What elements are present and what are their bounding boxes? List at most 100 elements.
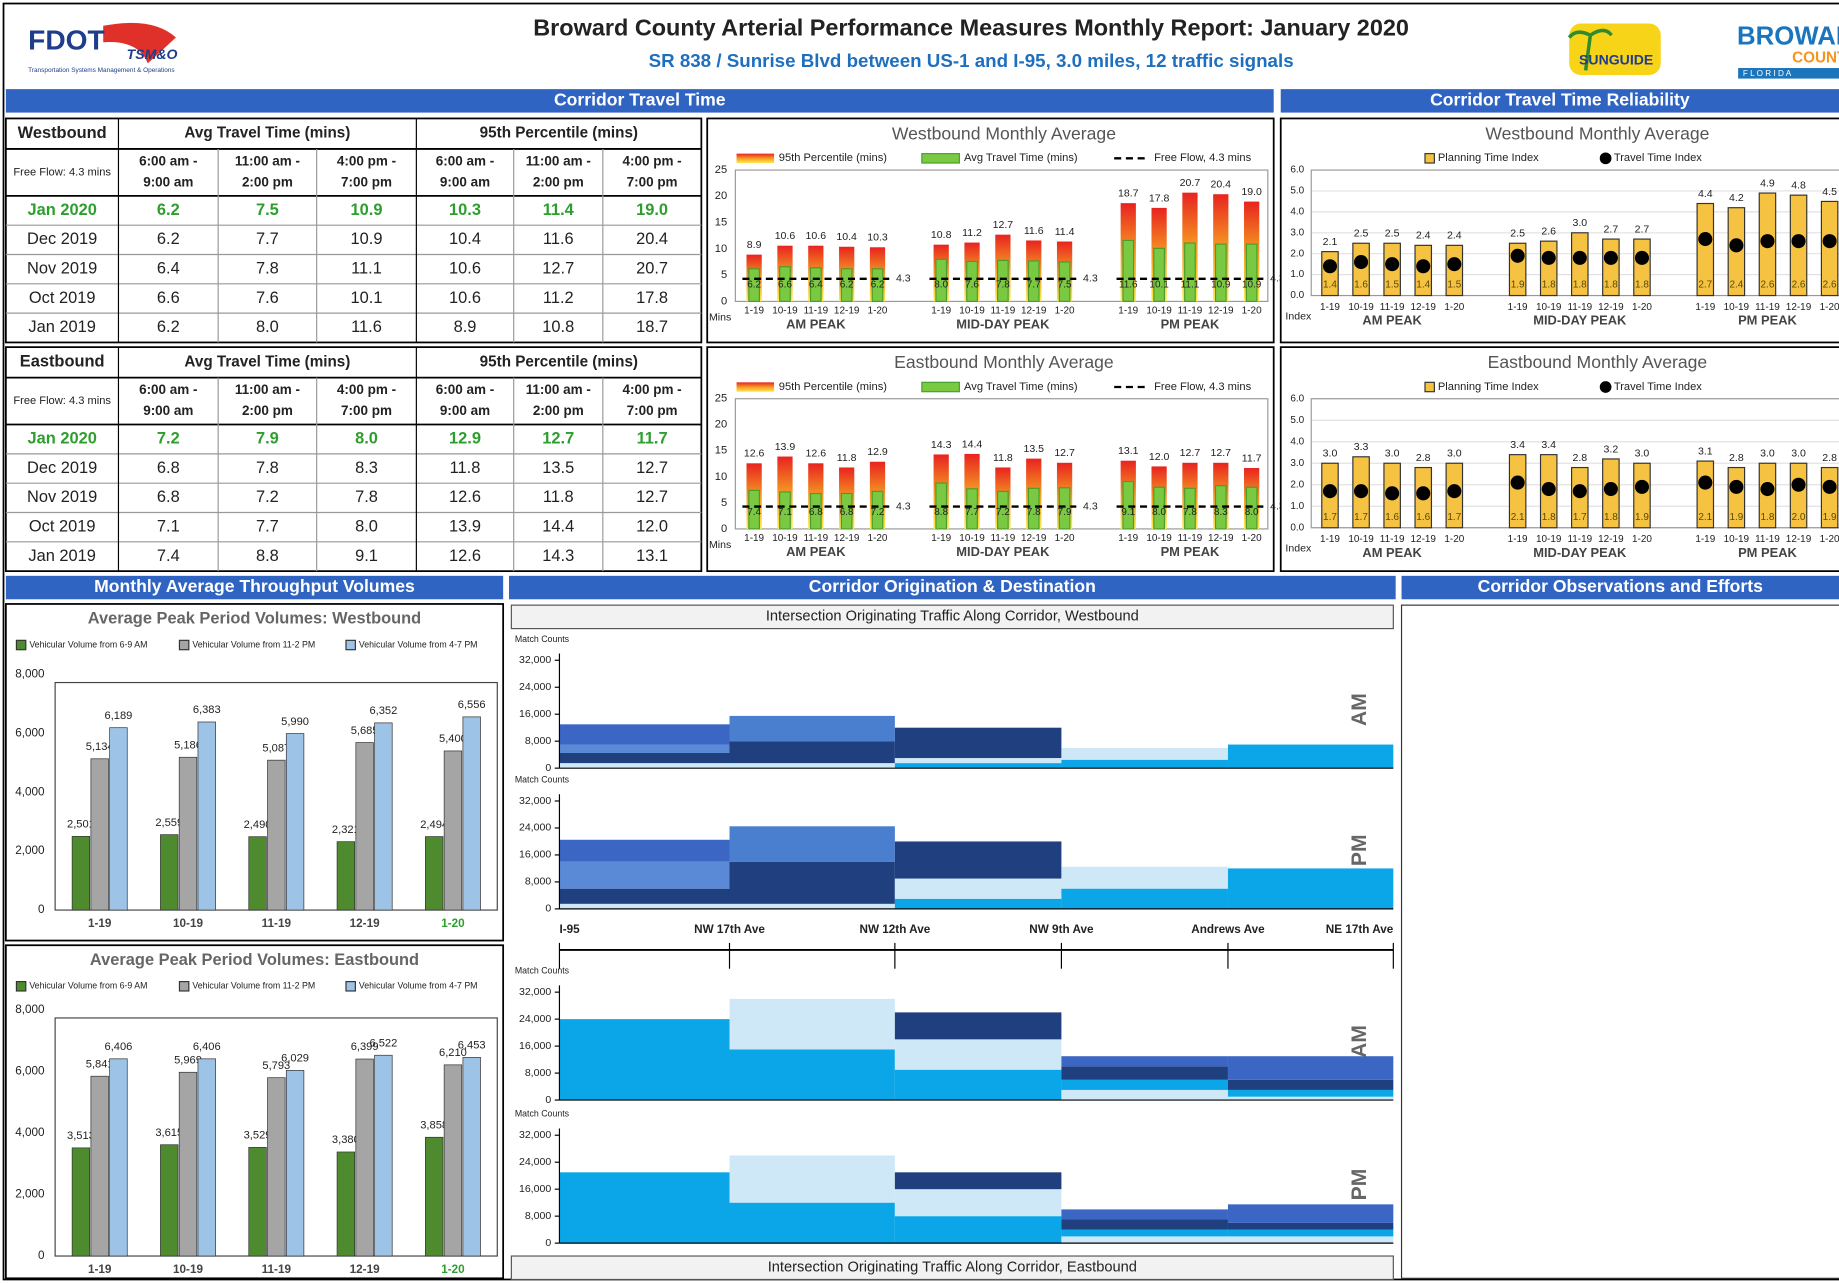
- value-label: 10.3: [867, 232, 888, 244]
- table-cell: 11.8: [543, 488, 574, 506]
- table-cell: 10.3: [449, 201, 481, 219]
- x-tick-label: 1-19: [1695, 534, 1715, 545]
- table-row-label: Dec 2019: [27, 230, 97, 248]
- y-tick-label: 16,000: [519, 849, 551, 861]
- x-tick-label: 1-20: [1632, 534, 1652, 545]
- axis-title: Match Counts: [515, 775, 570, 785]
- section-bar: [5, 575, 504, 600]
- table-period: 2:00 pm: [242, 175, 293, 190]
- od-block: [559, 888, 730, 904]
- legend-label: Avg Travel Time (mins): [964, 152, 1078, 164]
- axis-title: Match Counts: [515, 1109, 570, 1119]
- table-cell: 9.1: [355, 547, 378, 565]
- table-cell: 20.4: [636, 230, 668, 248]
- table-period: 2:00 pm: [533, 175, 584, 190]
- value-label: 1.4: [1323, 280, 1337, 291]
- section-bar: [1280, 89, 1839, 113]
- table-period: 2:00 pm: [242, 403, 293, 418]
- value-label: 3.4: [1541, 439, 1556, 451]
- group-label: AM PEAK: [1362, 313, 1422, 328]
- table-cell: 8.0: [355, 517, 378, 535]
- bar-avg: [1058, 261, 1071, 302]
- value-label: 6,383: [193, 704, 221, 716]
- dot-tti: [1416, 259, 1431, 274]
- legend-swatch: [345, 981, 356, 992]
- value-label: 2,494: [420, 819, 448, 831]
- od-block: [894, 1069, 1062, 1101]
- table-cell: 12.7: [636, 459, 668, 477]
- y-tick-label: 8,000: [525, 735, 552, 747]
- value-label: 1.5: [1447, 280, 1461, 291]
- fdot-logo: FDOT: [28, 25, 105, 56]
- y-tick-label: 16,000: [519, 1040, 551, 1052]
- value-label: 1.9: [1823, 512, 1837, 523]
- section-title: Corridor Origination & Destination: [809, 576, 1096, 596]
- y-tick-label: 24,000: [519, 681, 551, 693]
- table-cell: 10.9: [351, 230, 383, 248]
- od-block: [1227, 1204, 1394, 1223]
- group-label: MID-DAY PEAK: [1533, 313, 1627, 328]
- x-tick-label: 12-19: [350, 917, 380, 930]
- value-label: 9.1: [1121, 507, 1135, 518]
- table-cell: 13.9: [449, 517, 481, 535]
- y-tick-label: 8,000: [15, 1003, 45, 1016]
- bar-avg: [1153, 247, 1165, 302]
- dot-tti: [1572, 484, 1587, 499]
- legend-label: Free Flow, 4.3 mins: [1154, 152, 1252, 164]
- od-block: [1227, 1222, 1394, 1230]
- table-cell: 7.2: [157, 430, 180, 448]
- value-label: 1.8: [1761, 512, 1775, 523]
- dot-tti: [1698, 232, 1713, 247]
- y-tick-label: 10: [715, 243, 727, 255]
- table-cell: 8.0: [355, 430, 378, 448]
- bar: [160, 1144, 179, 1257]
- od-block: [1227, 1229, 1394, 1237]
- od-block: [559, 724, 730, 745]
- dot-tti: [1510, 475, 1525, 490]
- od-block: [1061, 1066, 1228, 1080]
- x-tick-label: 12-19: [1410, 534, 1436, 545]
- value-label: 7.4: [747, 507, 761, 518]
- y-tick-label: 32,000: [519, 1129, 551, 1141]
- y-tick-label: 2,000: [15, 1188, 45, 1201]
- od-block: [559, 1172, 730, 1244]
- value-label: 6,210: [439, 1047, 467, 1059]
- value-label: 12.6: [806, 448, 827, 460]
- bar-avg: [809, 267, 822, 302]
- legend-label: Travel Time Index: [1614, 152, 1702, 164]
- table-period: 11:00 am -: [235, 382, 300, 397]
- value-label: 2.1: [1323, 236, 1338, 248]
- y-tick-label: 15: [715, 445, 727, 457]
- broward-logo: BROWARD: [1737, 22, 1839, 50]
- y-tick-label: 32,000: [519, 654, 551, 666]
- bar: [71, 1147, 91, 1257]
- chart-panel: [706, 346, 1275, 573]
- x-tick-label: 12-19: [834, 533, 860, 544]
- legend-label: Vehicular Volume from 4-7 PM: [359, 981, 478, 991]
- value-label: 8.0: [1152, 507, 1166, 518]
- x-tick-label: 10-19: [1348, 534, 1374, 545]
- table-period: 9:00 am: [143, 403, 193, 418]
- value-label: 1.9: [1511, 280, 1525, 291]
- y-tick-label: 2,000: [15, 844, 45, 857]
- location-label: I-95: [559, 923, 580, 936]
- group-label: PM PEAK: [1738, 545, 1797, 560]
- value-label: 12.7: [993, 219, 1014, 231]
- table-period: 11:00 am -: [526, 153, 591, 168]
- x-tick-label: 10-19: [1724, 302, 1750, 313]
- bar: [336, 841, 356, 911]
- value-label: 1.7: [1573, 512, 1587, 523]
- x-tick-label: 12-19: [1208, 533, 1234, 544]
- bar: [109, 727, 128, 911]
- legend-label: Vehicular Volume from 6-9 AM: [29, 981, 147, 991]
- bar: [425, 1136, 444, 1257]
- table-cell: 11.6: [351, 318, 382, 336]
- bar: [462, 1057, 481, 1257]
- x-tick-label: 11-19: [1178, 533, 1203, 544]
- bar: [425, 836, 444, 911]
- dot-tti: [1322, 259, 1338, 274]
- florida-logo: F L O R I D A: [1743, 69, 1792, 78]
- free-flow-label: 4.3: [1083, 273, 1098, 285]
- value-label: 6.8: [840, 507, 854, 518]
- x-tick-label: 11-19: [262, 917, 292, 930]
